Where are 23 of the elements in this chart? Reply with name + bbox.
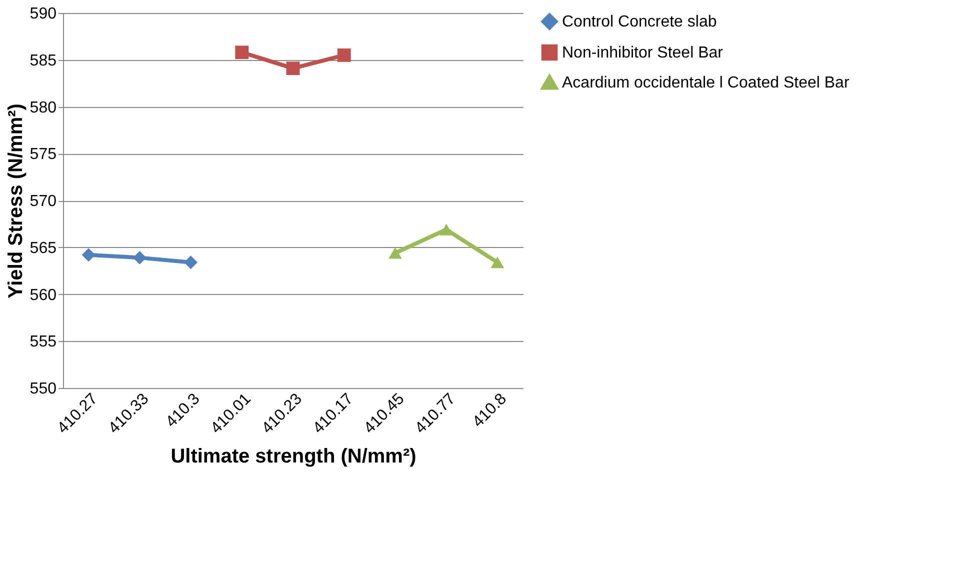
y-tick-label: 580 [30, 99, 57, 116]
legend-label: Non-inhibitor Steel Bar [562, 44, 724, 62]
point [82, 248, 96, 262]
y-tick-label: 555 [30, 334, 57, 351]
point [440, 224, 454, 236]
point [132, 250, 146, 264]
y-tick-label: 550 [30, 380, 57, 398]
y-tick-label: 565 [30, 240, 57, 257]
y-tick-label: 570 [30, 193, 57, 210]
y-axis-title: Yield Stress (N/mm²) [4, 104, 27, 298]
point [235, 46, 249, 60]
y-tick-label: 560 [30, 286, 57, 304]
x-axis-title: Ultimate strength (N/mm²) [170, 445, 416, 468]
point [286, 62, 300, 76]
y-tick-label: 590 [30, 6, 57, 22]
legend-label: Control Concrete slab [562, 14, 717, 30]
point [388, 247, 402, 259]
y-tick-label: 585 [30, 52, 57, 70]
point [184, 256, 198, 270]
point [337, 48, 351, 62]
legend-label: Acardium occidentale l Coated Steel Bar [562, 74, 850, 92]
point [490, 256, 504, 268]
y-tick-label: 575 [30, 146, 57, 164]
